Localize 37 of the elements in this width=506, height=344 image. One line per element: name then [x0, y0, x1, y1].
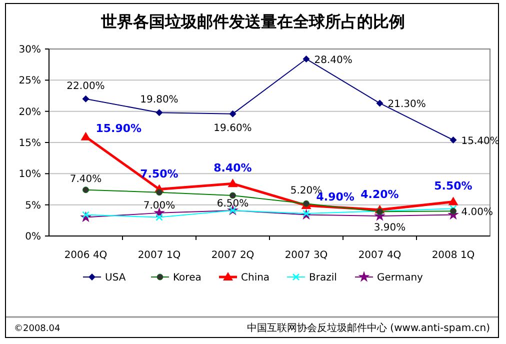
legend-label: China	[241, 272, 270, 284]
x-tick-label: 2008 1Q	[432, 250, 475, 261]
y-tick-label: 5%	[25, 200, 41, 212]
x-tick-label: 2007 4Q	[358, 250, 402, 261]
data-label: 6.50%	[216, 198, 249, 210]
legend-label: Brazil	[309, 272, 337, 284]
x-tick-label: 2007 3Q	[284, 250, 328, 261]
data-label: 4.20%	[360, 188, 399, 201]
x-tick-label: 2007 1Q	[138, 250, 181, 261]
data-label: 7.50%	[140, 167, 178, 180]
data-label: 7.00%	[143, 200, 176, 212]
text: 中国互联网协会反垃圾邮件中心 (www.anti-spam.cn)	[247, 322, 490, 334]
data-label: 4.00%	[461, 207, 494, 218]
x-tick-label: 2007 2Q	[211, 250, 254, 261]
legend-label: USA	[105, 272, 126, 284]
chart-title: 世界各国垃圾邮件发送量在全球所占的比例	[100, 12, 405, 31]
data-label: 28.40%	[314, 54, 352, 66]
data-label: 19.60%	[214, 122, 252, 134]
y-tick-label: 30%	[18, 44, 41, 56]
data-label: 7.40%	[70, 174, 102, 185]
data-label: 22.00%	[66, 80, 105, 92]
data-label: 15.40%	[461, 136, 500, 148]
y-tick-label: 0%	[25, 232, 41, 242]
data-label: 15.90%	[96, 122, 142, 135]
legend-label: Germany	[377, 272, 424, 284]
text: ©2008.04	[14, 324, 60, 334]
y-tick-label: 10%	[18, 169, 41, 180]
legend-label: Korea	[173, 272, 202, 284]
data-label: 5.50%	[434, 180, 472, 193]
data-label: 8.40%	[214, 162, 252, 175]
x-tick-label: 2006 4Q	[64, 250, 108, 261]
y-tick-label: 20%	[18, 106, 41, 118]
y-tick-label: 15%	[18, 138, 41, 149]
data-label: 19.80%	[140, 94, 178, 106]
data-label: 21.30%	[388, 99, 426, 110]
data-label: 3.90%	[374, 222, 406, 234]
y-tick-label: 25%	[18, 76, 41, 87]
